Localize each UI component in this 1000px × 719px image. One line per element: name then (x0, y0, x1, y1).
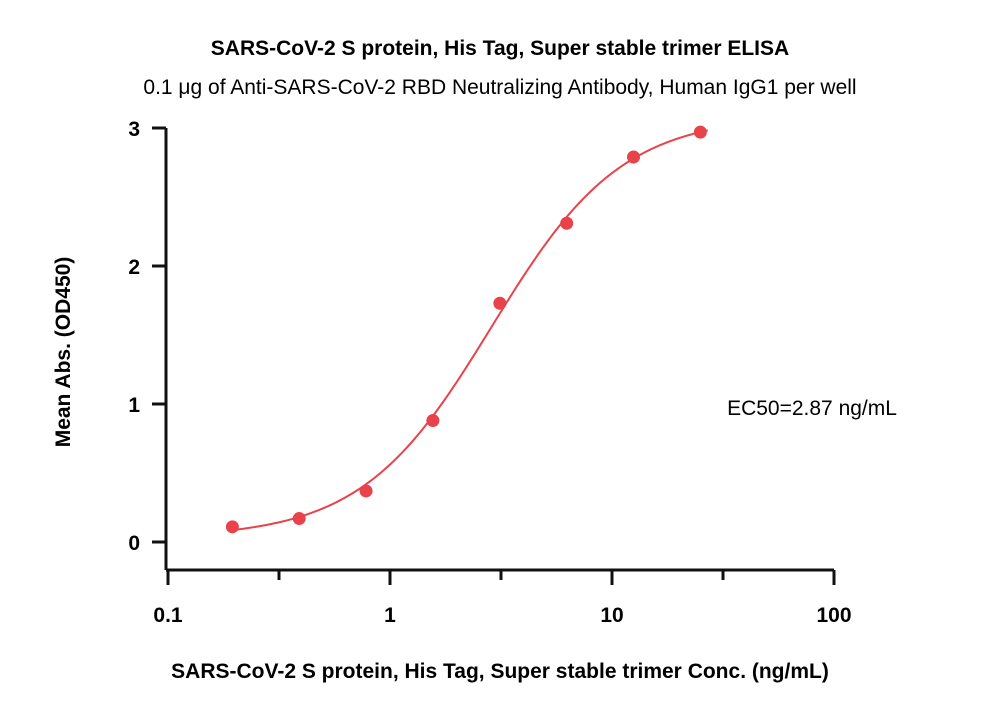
y-tick-label: 3 (128, 118, 140, 141)
x-tick-label: 0.1 (153, 604, 183, 627)
data-point (426, 414, 440, 428)
data-point (292, 512, 306, 526)
x-tick-label: 100 (816, 604, 851, 627)
x-tick-label: 10 (600, 604, 623, 627)
chart-subtitle: 0.1 μg of Anti-SARS-CoV-2 RBD Neutralizi… (143, 76, 856, 99)
y-tick-label: 2 (128, 256, 140, 279)
axes (164, 128, 834, 572)
x-axis-label: SARS-CoV-2 S protein, His Tag, Super sta… (171, 660, 829, 683)
y-axis-label: Mean Abs. (OD450) (52, 257, 75, 448)
y-tick-label: 0 (128, 532, 140, 555)
data-point (225, 520, 239, 534)
data-point (693, 125, 707, 139)
data-point (493, 296, 507, 310)
y-tick-label: 1 (128, 394, 140, 417)
data-point (627, 150, 641, 164)
x-ticks: 0.1 1 10 100 (153, 570, 852, 627)
ec50-annotation: EC50=2.87 ng/mL (727, 397, 897, 420)
y-ticks: 0 1 2 3 (128, 118, 166, 555)
x-tick-label: 1 (384, 604, 396, 627)
fit-curve (229, 129, 708, 532)
data-point (560, 216, 574, 230)
data-point (359, 484, 373, 498)
data-points (225, 125, 707, 534)
chart-title: SARS-CoV-2 S protein, His Tag, Super sta… (211, 37, 789, 60)
